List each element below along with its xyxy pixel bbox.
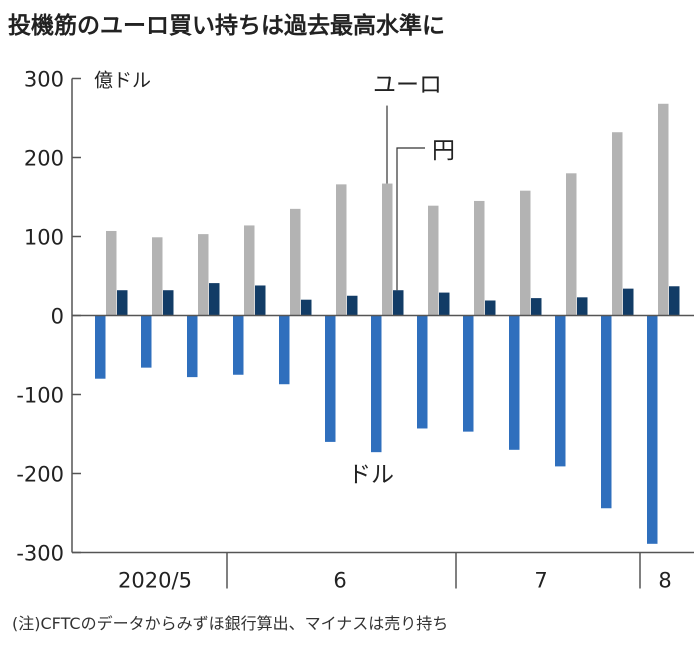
bar-euro bbox=[428, 205, 439, 316]
bar-dollar bbox=[371, 315, 382, 453]
bar-euro bbox=[566, 173, 577, 316]
y-tick-label: -200 bbox=[16, 463, 64, 487]
bar-yen bbox=[163, 290, 174, 316]
bar-dollar bbox=[187, 315, 198, 378]
bar-yen bbox=[117, 290, 128, 316]
y-tick-label: 300 bbox=[24, 68, 64, 92]
bar-dollar bbox=[95, 315, 106, 379]
series-label-yen: 円 bbox=[432, 138, 455, 164]
bar-yen bbox=[485, 300, 496, 316]
bar-dollar bbox=[601, 315, 612, 509]
bar-yen bbox=[669, 286, 680, 316]
bar-euro bbox=[244, 225, 255, 316]
bar-yen bbox=[209, 283, 220, 316]
bar-euro bbox=[612, 132, 623, 316]
chart-title: 投機筋のユーロ買い持ちは過去最高水準に bbox=[8, 13, 445, 39]
series-label-dollar: ドル bbox=[348, 462, 394, 488]
bar-yen bbox=[347, 295, 358, 316]
bar-euro bbox=[382, 183, 393, 316]
bar-yen bbox=[255, 285, 266, 316]
bar-yen bbox=[393, 290, 404, 316]
bar-euro bbox=[106, 230, 117, 316]
y-tick-label: 200 bbox=[24, 147, 64, 171]
bar-euro bbox=[198, 234, 209, 316]
chart-note: (注)CFTCのデータからみずほ銀行算出、マイナスは売り持ち bbox=[12, 614, 449, 633]
bar-dollar bbox=[647, 315, 658, 544]
yen-leader-line bbox=[396, 147, 425, 291]
bar-euro bbox=[474, 200, 485, 316]
bar-dollar bbox=[463, 315, 474, 432]
x-month-label: 6 bbox=[333, 569, 346, 593]
bar-dollar bbox=[141, 315, 152, 368]
x-month-label: 7 bbox=[534, 569, 547, 593]
bar-yen bbox=[439, 292, 450, 316]
series-label-euro: ユーロ bbox=[373, 72, 442, 98]
bar-dollar bbox=[233, 315, 244, 375]
y-tick-label: -300 bbox=[16, 542, 64, 566]
x-month-label: 8 bbox=[658, 569, 671, 593]
bar-euro bbox=[658, 103, 669, 316]
y-tick-label: -100 bbox=[16, 384, 64, 408]
bar-yen bbox=[623, 288, 634, 316]
bar-dollar bbox=[279, 315, 290, 385]
bar-dollar bbox=[509, 315, 520, 450]
bar-euro bbox=[520, 190, 531, 316]
y-tick-label: 100 bbox=[24, 226, 64, 250]
bar-yen bbox=[531, 298, 542, 316]
bar-dollar bbox=[325, 315, 336, 442]
bar-euro bbox=[290, 208, 301, 316]
bar-yen bbox=[577, 297, 588, 316]
x-month-label: 2020/5 bbox=[118, 569, 192, 593]
bar-dollar bbox=[555, 315, 566, 467]
bar-yen bbox=[301, 299, 312, 316]
bar-euro bbox=[152, 237, 163, 316]
y-tick-label: 0 bbox=[51, 305, 64, 329]
y-axis-unit-label: 億ドル bbox=[94, 70, 151, 92]
bar-dollar bbox=[417, 315, 428, 429]
bar-euro bbox=[336, 184, 347, 316]
